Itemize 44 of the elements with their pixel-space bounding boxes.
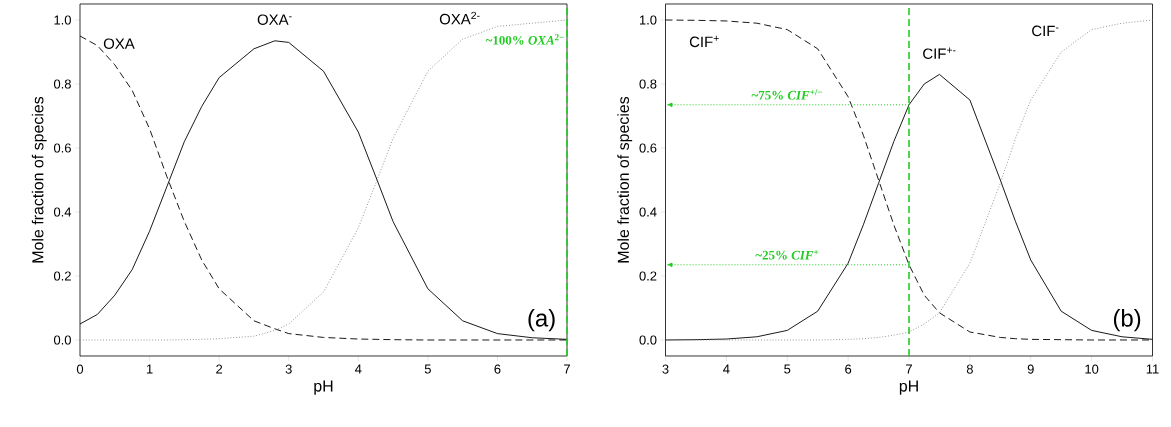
y-tick-label: 0.6 (53, 143, 71, 153)
y-tick-label: 0.4 (53, 207, 72, 217)
series-label: OXA$^{2-}$ (439, 11, 480, 25)
ref-line-label: ~100% OXA$^{2−}$ (485, 34, 564, 45)
x-tick-label: 11 (1146, 364, 1159, 374)
ref-line-label: ~25% CIF$^{+}$ (755, 249, 819, 260)
x-tick-label: 0 (76, 364, 84, 374)
y-tick-label: 1.0 (639, 15, 657, 25)
y-axis-title: Mole fraction of species (617, 96, 633, 263)
x-tick-label: 7 (906, 364, 912, 374)
ref-line-label: ~75% CIF$^{+/−}$ (751, 89, 823, 100)
y-tick-label: 0.0 (53, 335, 71, 345)
x-tick-label: 3 (285, 364, 292, 374)
annotation: (a) (528, 309, 555, 332)
y-tick-label: 0.2 (639, 271, 657, 281)
series-label: OXA (103, 38, 135, 49)
x-axis-title: pH (899, 380, 918, 395)
y-axis-title: Mole fraction of species (31, 96, 47, 263)
x-tick-label: 10 (1085, 364, 1099, 374)
y-tick-label: 0.4 (639, 207, 657, 217)
x-tick-label: 2 (216, 364, 223, 374)
x-tick-label: 3 (662, 364, 669, 374)
y-tick-label: 0.2 (53, 271, 71, 281)
x-tick-label: 9 (1027, 364, 1034, 374)
series-label: CIF$^{+-}$ (923, 47, 956, 59)
y-tick-label: 0.8 (639, 79, 657, 89)
y-tick-label: 1.0 (54, 15, 71, 25)
x-tick-label: 5 (784, 364, 791, 374)
x-tick-label: 6 (494, 364, 501, 374)
x-tick-label: 6 (845, 364, 852, 374)
x-axis-title: pH (314, 380, 333, 395)
x-tick-label: 1 (146, 364, 153, 374)
series-label: CIF$^{+}$ (689, 35, 719, 48)
annotation: (b) (1113, 309, 1141, 332)
x-tick-label: 5 (424, 364, 431, 374)
y-tick-label: 0.8 (53, 79, 71, 89)
x-tick-label: 7 (564, 364, 570, 374)
x-tick-label: 4 (354, 364, 362, 374)
series-label: OXA$^{-}$ (257, 14, 292, 25)
x-tick-label: 8 (966, 364, 973, 374)
y-tick-label: 0.6 (639, 143, 657, 153)
x-tick-label: 4 (723, 364, 730, 374)
series-label: CIF$^{-}$ (1032, 25, 1059, 37)
y-tick-label: 0.0 (639, 335, 657, 345)
